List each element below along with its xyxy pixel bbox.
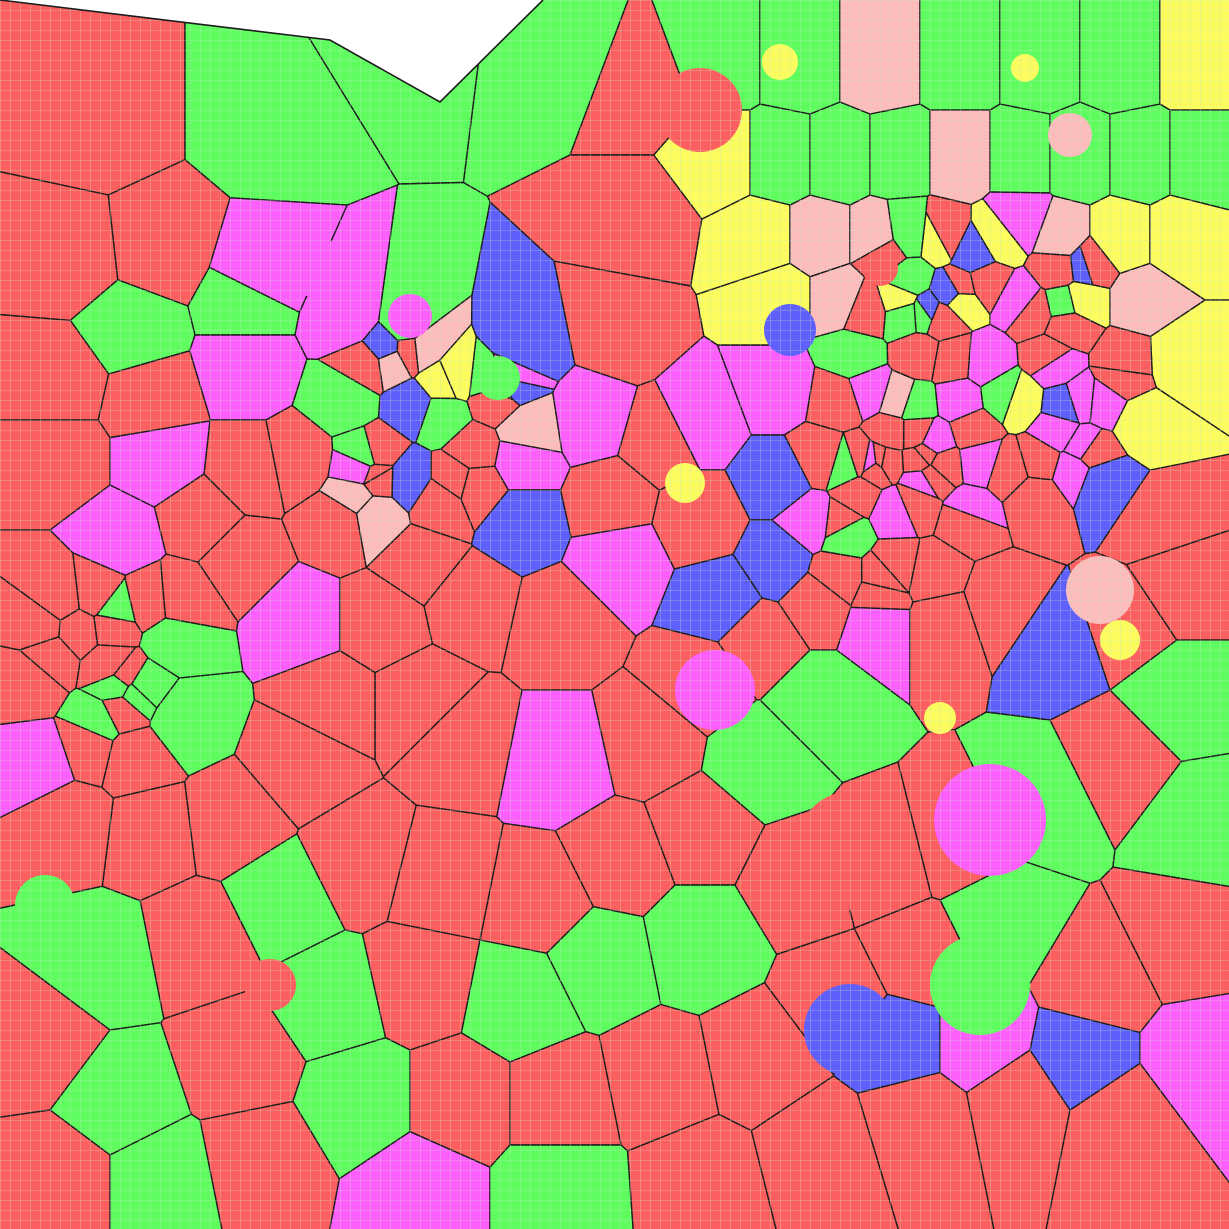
grid-overlay [0, 0, 1229, 1229]
voronoi-map [0, 0, 1229, 1229]
voronoi-map-canvas [0, 0, 1229, 1229]
